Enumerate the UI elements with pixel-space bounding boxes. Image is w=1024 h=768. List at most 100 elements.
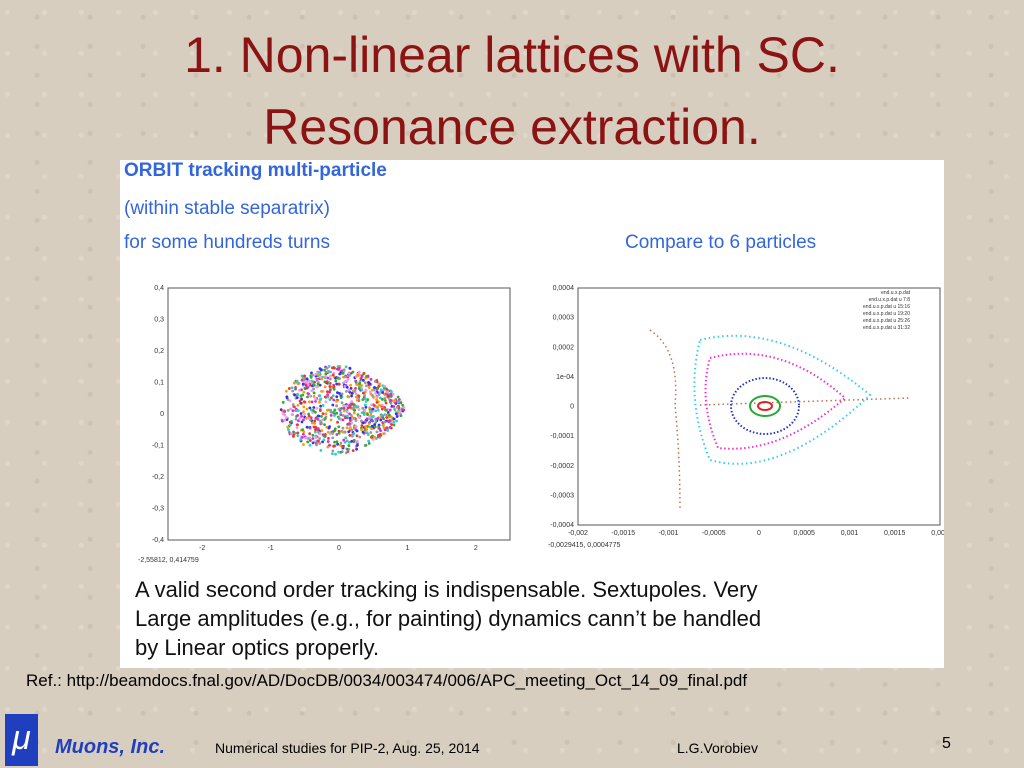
particle: [354, 395, 358, 399]
particle: [301, 382, 305, 386]
particle: [344, 451, 348, 455]
particle: [339, 443, 342, 447]
figure-text: (within stable separatrix): [124, 198, 330, 219]
particle: [314, 430, 317, 434]
particle: [351, 370, 355, 374]
particle: [313, 419, 317, 423]
particle: [382, 426, 386, 430]
particle: [296, 381, 300, 385]
particle: [312, 387, 316, 391]
particle: [352, 432, 356, 436]
particle: [312, 409, 315, 412]
particle: [363, 403, 367, 407]
x-tick-label: -0,0005: [702, 530, 726, 537]
particle: [368, 406, 372, 410]
particle: [310, 400, 314, 404]
particle: [346, 414, 349, 418]
x-tick-label: 0,002: [931, 530, 944, 537]
particle: [378, 433, 382, 437]
particle: [369, 377, 373, 381]
particle: [358, 416, 361, 420]
particle: [348, 419, 352, 422]
particle: [285, 396, 289, 400]
particle: [332, 398, 336, 402]
particle: [326, 430, 330, 434]
particle: [294, 431, 297, 435]
plots: 0,4 0,3 0,2 0,1 0 -0,1 -0,2 -0,3 -0,4 -2 -1 0 1 2 -2,5…: [138, 285, 944, 564]
corner-coords: -2,55812, 0,414759: [138, 557, 199, 564]
particle: [298, 417, 302, 420]
particle: [314, 416, 318, 420]
particle: [328, 425, 332, 429]
particle: [309, 416, 313, 420]
particle: [350, 391, 354, 395]
particle-cloud: [279, 365, 406, 456]
particle: [283, 418, 287, 422]
particle: [365, 384, 368, 388]
particle: [364, 388, 368, 392]
particle: [322, 438, 326, 442]
particle: [371, 438, 375, 441]
particle: [303, 378, 306, 382]
particle: [335, 433, 339, 436]
particle: [290, 413, 294, 416]
particle: [376, 386, 380, 390]
particle: [340, 406, 344, 410]
particle: [367, 386, 371, 390]
particle: [314, 436, 318, 439]
particle: [366, 433, 370, 437]
title: 1. Non-linear lattices with SC.: [184, 27, 840, 83]
particle: [381, 421, 385, 425]
particle: [307, 400, 311, 404]
particle: [366, 398, 370, 402]
particle: [328, 390, 331, 394]
particle: [352, 411, 356, 415]
particle: [337, 450, 341, 454]
x-tick-label: -1: [267, 545, 273, 552]
legend-entry: end.u.x.p.dat u 25:26: [863, 318, 910, 324]
particle: [360, 388, 364, 392]
particle: [284, 416, 288, 420]
particle: [314, 400, 317, 403]
particle: [342, 438, 346, 442]
particle: [355, 429, 359, 433]
particle: [314, 372, 317, 376]
particle: [341, 426, 345, 430]
particle: [388, 419, 392, 422]
particle: [321, 440, 324, 444]
particle: [320, 422, 323, 425]
particle: [341, 445, 345, 449]
y-tick-label: 0,2: [154, 348, 164, 355]
particle: [345, 426, 349, 430]
particle: [347, 371, 351, 375]
x-tick-label: -2: [199, 545, 205, 552]
particle: [362, 413, 366, 416]
y-tick-label: 1e-04: [556, 374, 574, 381]
particle: [342, 406, 346, 410]
particle: [374, 392, 378, 395]
particle: [320, 429, 324, 433]
particle: [335, 411, 339, 415]
particle: [327, 370, 330, 373]
particle: [368, 425, 372, 429]
figure: ORBIT tracking multi-particle (within st…: [120, 160, 944, 668]
particle: [367, 381, 370, 384]
particle: [355, 434, 359, 438]
particle: [378, 403, 381, 407]
particle: [354, 419, 358, 423]
particle: [305, 425, 309, 429]
particle: [331, 411, 335, 414]
particle: [379, 391, 382, 395]
particle: [281, 419, 284, 423]
particle: [343, 440, 347, 444]
particle: [370, 427, 374, 431]
particle: [294, 386, 297, 389]
particle: [300, 397, 304, 401]
particle: [331, 373, 335, 377]
particle: [318, 394, 322, 397]
particle: [293, 393, 296, 397]
particle: [359, 419, 363, 423]
particle: [380, 397, 384, 401]
particle: [322, 434, 326, 438]
particle: [345, 404, 348, 408]
